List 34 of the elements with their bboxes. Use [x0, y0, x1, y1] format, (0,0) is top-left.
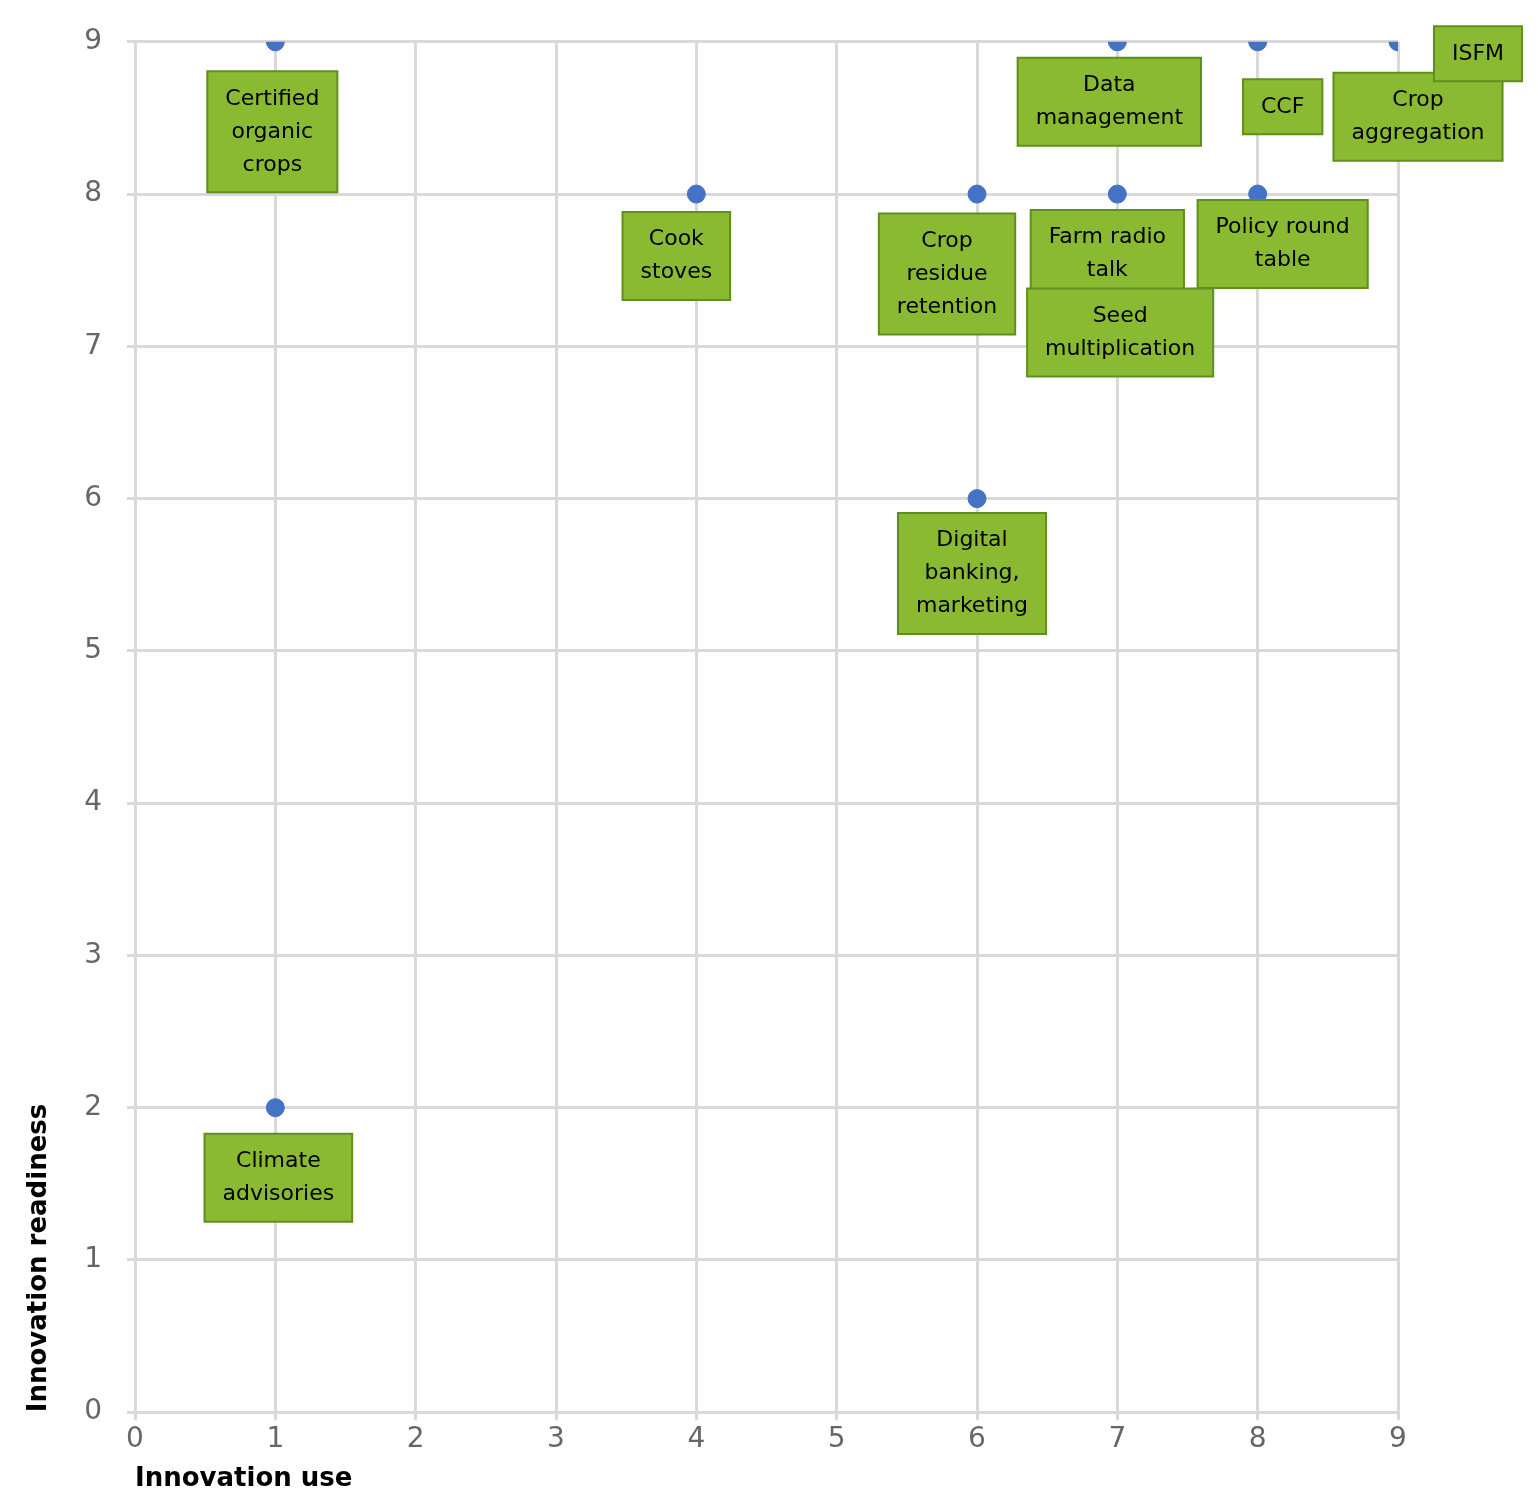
annotation: Cook stoves [640, 225, 713, 284]
annotation: Certified organic crops [225, 84, 320, 176]
annotation: Digital banking, marketing [915, 526, 1029, 618]
y-tick-label: 6 [84, 479, 103, 513]
y-tick-label: 2 [84, 1088, 103, 1122]
x-tick-label: 9 [1389, 1421, 1407, 1455]
annotation: Crop residue retention [896, 226, 998, 318]
x-tick-label: 2 [406, 1421, 425, 1455]
x-tick-label: 5 [827, 1421, 846, 1455]
annotation: Policy round table [1215, 213, 1350, 272]
x-tick-label: 3 [547, 1421, 565, 1455]
annotation: Data management [1035, 71, 1184, 130]
x-tick-label: 1 [266, 1421, 285, 1455]
x-axis-title: Innovation use [135, 1462, 353, 1493]
y-axis-title: Innovation readiness [22, 1103, 53, 1413]
annotation: CCF [1260, 92, 1305, 118]
annotation: Seed multiplication [1045, 301, 1196, 360]
x-tick-label: 6 [968, 1421, 986, 1455]
annotation: Climate advisories [222, 1146, 335, 1205]
y-tick-label: 1 [84, 1241, 103, 1275]
y-tick-label: 9 [84, 23, 103, 57]
annotation: ISFM [1451, 39, 1505, 65]
annotation: Farm radio talk [1048, 223, 1166, 282]
x-tick-label: 4 [687, 1421, 706, 1455]
x-tick-label: 8 [1248, 1421, 1267, 1455]
y-tick-label: 4 [84, 784, 103, 818]
y-tick-label: 5 [84, 632, 103, 666]
y-tick-label: 3 [84, 936, 103, 970]
x-tick-label: 7 [1108, 1421, 1127, 1455]
x-tick-label: 0 [126, 1421, 144, 1455]
annotation: Crop aggregation [1351, 86, 1485, 145]
y-tick-label: 7 [84, 327, 103, 361]
y-tick-label: 8 [84, 175, 103, 209]
y-tick-label: 0 [84, 1393, 103, 1427]
